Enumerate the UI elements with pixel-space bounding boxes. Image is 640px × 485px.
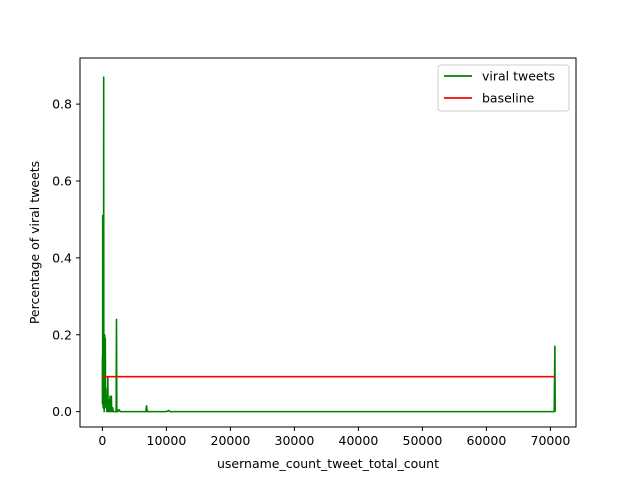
legend: viral tweets baseline [437,64,570,112]
y-axis-label: Percentage of viral tweets [27,161,42,324]
x-tick-label: 30000 [275,433,315,448]
series-layer [101,76,557,413]
legend-label: viral tweets [482,69,555,84]
x-tick-label: 20000 [211,433,251,448]
legend-label: baseline [482,91,535,106]
y-tick-label: 0.4 [52,250,72,265]
y-tick-label: 0.6 [52,174,72,189]
x-tick-label: 10000 [147,433,187,448]
y-tick-label: 0.2 [52,327,72,342]
x-tick-label: 0 [98,433,106,448]
x-tick-label: 60000 [467,433,507,448]
x-tick-label: 70000 [531,433,571,448]
y-tick-label: 0.8 [52,97,72,112]
series-line-viral-tweets [101,76,557,413]
x-axis-ticks: 0 10000 20000 30000 40000 50000 60000 70000 [98,427,570,448]
axes-frame [79,57,577,428]
x-axis-label: username_count_tweet_total_count [217,456,439,471]
x-tick-label: 40000 [339,433,379,448]
y-tick-label: 0.0 [52,404,72,419]
y-axis-ticks: 0.0 0.2 0.4 0.6 0.8 [52,97,80,419]
x-tick-label: 50000 [403,433,443,448]
